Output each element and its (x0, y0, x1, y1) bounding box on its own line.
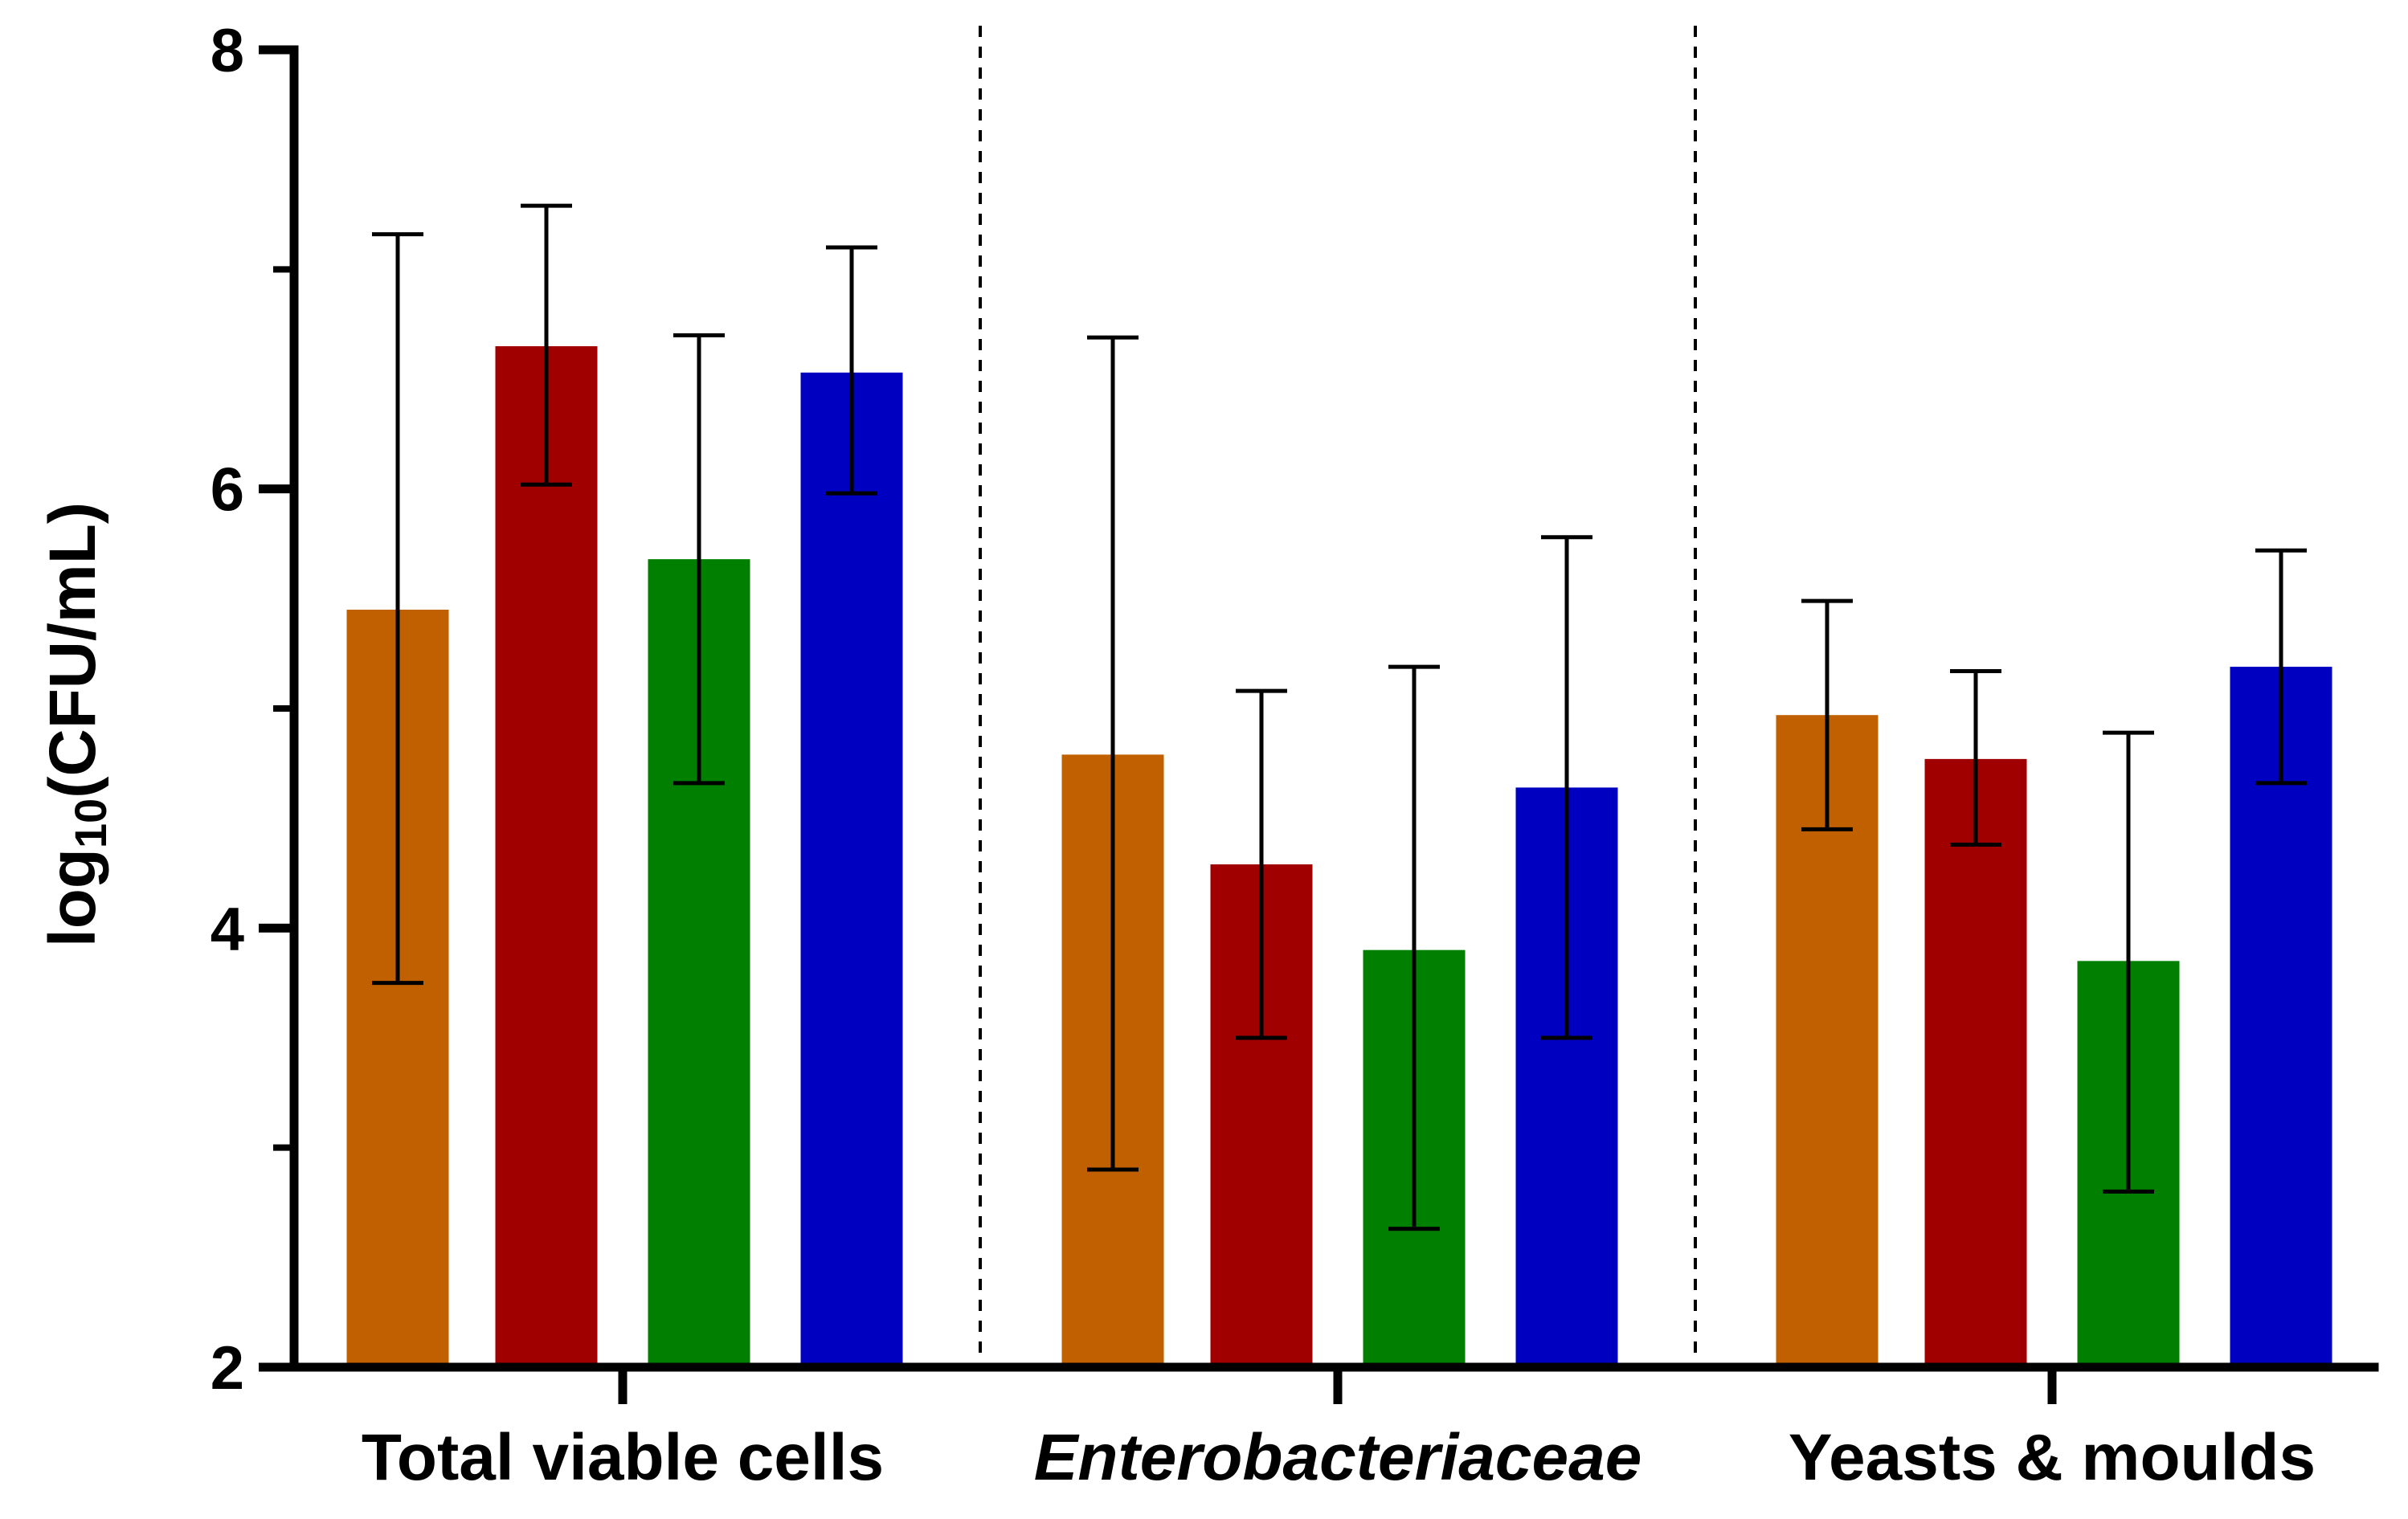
y-tick-label: 8 (211, 17, 244, 85)
y-axis-title: log10(CFU/mL) (36, 502, 116, 947)
bar (1924, 758, 2027, 1367)
y-tick-label: 6 (211, 456, 244, 525)
y-tick-label: 2 (211, 1334, 244, 1403)
axes (289, 45, 2379, 1372)
error-bars (372, 203, 2307, 1231)
bar (495, 346, 598, 1367)
y-axis-title-suffix: (CFU/mL) (36, 502, 109, 798)
x-category-label: Total viable cells (362, 1421, 884, 1494)
x-category-label: Enterobacteriaceae (1034, 1421, 1642, 1494)
bars (346, 346, 2332, 1367)
y-axis-title-prefix: log (36, 848, 109, 947)
bar (800, 372, 903, 1367)
y-ticks: 2 4 6 8 (211, 17, 294, 1403)
x-category-label: Yeasts & moulds (1789, 1421, 2316, 1494)
x-ticks: Total viable cells Enterobacteriaceae Yeas… (362, 1367, 2316, 1494)
category-dividers (979, 26, 1697, 1362)
y-axis-title-subscript: 10 (65, 798, 116, 848)
y-tick-label: 4 (211, 895, 244, 963)
